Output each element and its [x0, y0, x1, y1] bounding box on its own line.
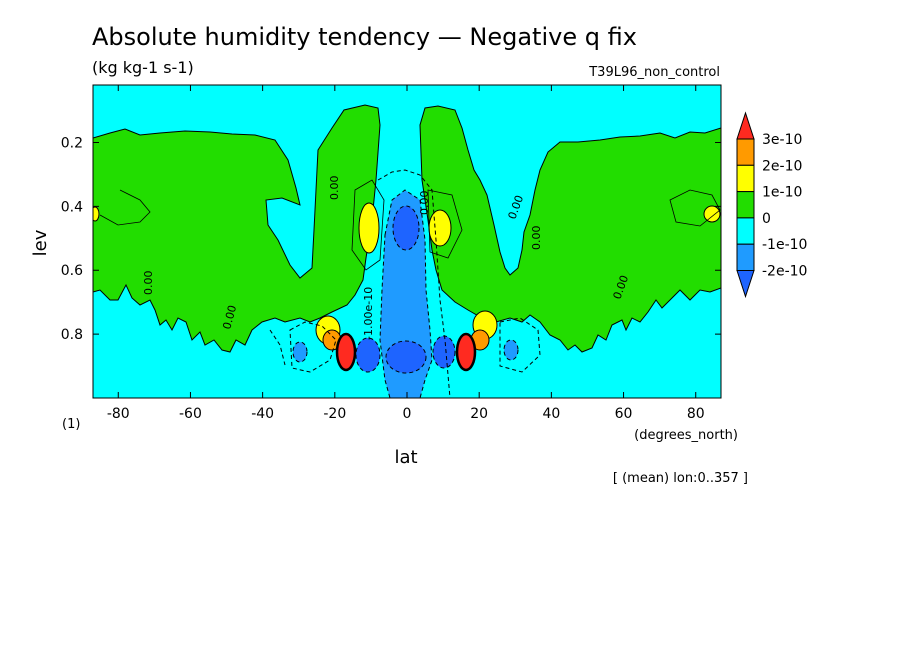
run-label: T39L96_non_control: [588, 65, 720, 80]
contour-label: 0.00: [142, 271, 155, 296]
neg-contour-3: [499, 317, 541, 373]
colorbar-bottom-triangle: [736, 270, 755, 299]
x-tick-label: 60: [615, 406, 633, 422]
green-region-south: [93, 104, 381, 353]
yellow-blob-right-edge: [703, 205, 721, 223]
pos-contour-4: [427, 189, 463, 259]
red-peak-north: [455, 332, 477, 372]
x-tick-label: -80: [107, 406, 130, 422]
y-axis: 0.2 0.4 0.6 0.8: [61, 135, 721, 343]
colorbar-swatch: [736, 217, 755, 245]
y-tick-label: 0.6: [61, 263, 83, 279]
x-axis: -80 -60 -40 -20 0 20 40 60 80: [107, 85, 705, 422]
x-axis-units: (degrees_north): [634, 428, 738, 443]
y-tick-label: 0.2: [61, 135, 83, 151]
colorbar: 3e-10 2e-10 1e-10 0 -1e-10 -2e-10: [736, 111, 807, 299]
contour-label: 0.00: [220, 304, 239, 331]
contour-label: 0.00: [418, 191, 431, 216]
red-peak-south: [335, 332, 357, 372]
colorbar-swatch: [736, 138, 755, 166]
blue-deep-south: [355, 337, 381, 373]
x-tick-label: -60: [179, 406, 202, 422]
blue-small-south-far: [292, 341, 308, 363]
panel-label: (1): [62, 417, 80, 432]
colorbar-swatch: [736, 243, 755, 271]
contour-label: 0.00: [530, 226, 543, 251]
colorbar-swatch: [736, 164, 755, 193]
chart-units: (kg kg-1 s-1): [92, 58, 194, 77]
green-region-north: [419, 105, 721, 353]
neg-contour-2: [289, 321, 337, 373]
colorbar-top-triangle: [736, 111, 755, 140]
x-tick-label: 20: [470, 406, 488, 422]
colorbar-label: 2e-10: [762, 158, 802, 174]
y-tick-label: 0.8: [61, 327, 83, 343]
blue-deep-north: [432, 335, 456, 369]
x-tick-label: 80: [687, 406, 705, 422]
blue-deep-upper: [392, 205, 420, 251]
colorbar-label: -1e-10: [762, 237, 807, 253]
contour-label: 0.00: [328, 176, 341, 201]
colorbar-swatch: [736, 191, 755, 219]
neg-contour-4: [269, 329, 286, 366]
pos-contour-1: [99, 189, 151, 226]
blue-small-north-far: [503, 339, 519, 361]
chart-title: Absolute humidity tendency — Negative q …: [92, 23, 637, 51]
x-axis-label: lat: [394, 447, 417, 468]
colorbar-label: 0: [762, 211, 771, 227]
colorbar-label: 1e-10: [762, 185, 802, 201]
blue-deep-lower: [385, 340, 427, 374]
y-axis-label: lev: [30, 229, 51, 256]
neg-contour-1: [377, 169, 451, 398]
contour-label: -1.00e-10: [362, 287, 375, 340]
yellow-blob-south-upper: [358, 202, 380, 254]
x-tick-label: -40: [251, 406, 274, 422]
pos-contour-2: [669, 189, 721, 227]
yellow-blob-left-edge: [93, 206, 100, 222]
y-tick-label: 0.4: [61, 199, 83, 215]
colorbar-label: -2e-10: [762, 264, 807, 280]
contour-field: [93, 85, 721, 398]
pos-contour-3: [351, 179, 385, 271]
x-tick-label: 40: [542, 406, 560, 422]
colorbar-label: 3e-10: [762, 132, 802, 148]
x-tick-label: -20: [323, 406, 346, 422]
yellow-blob-north-upper: [428, 209, 452, 247]
x-tick-label: 0: [403, 406, 412, 422]
averaging-note: [ (mean) lon:0..357 ]: [613, 471, 748, 486]
